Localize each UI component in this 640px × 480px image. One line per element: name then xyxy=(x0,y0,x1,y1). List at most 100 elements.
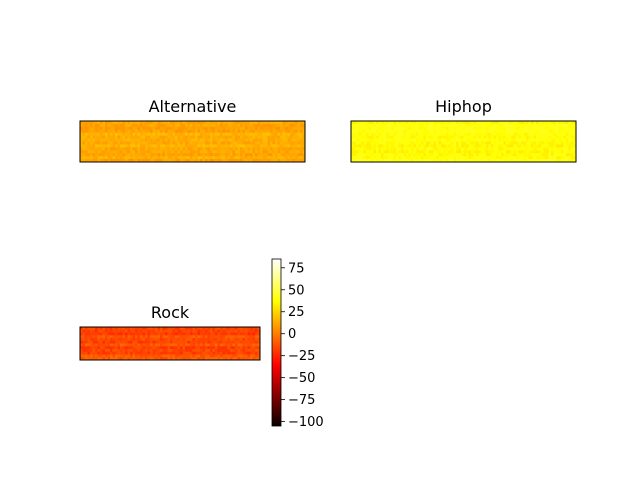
heatmap-cell xyxy=(222,159,226,163)
heatmap-cell xyxy=(137,135,141,139)
heatmap-cell xyxy=(373,150,377,154)
heatmap-cell xyxy=(182,343,186,347)
heatmap-cell xyxy=(295,123,298,128)
heatmap-cell xyxy=(97,351,101,355)
heatmap-cell xyxy=(260,153,263,157)
heatmap-cell xyxy=(245,335,248,339)
heatmap-cell xyxy=(145,129,148,134)
heatmap-cell xyxy=(200,129,203,134)
heatmap-cell xyxy=(80,351,83,355)
heatmap-cell xyxy=(225,346,228,350)
heatmap-cell xyxy=(466,123,469,128)
heatmap-cell xyxy=(87,138,91,142)
heatmap-cell xyxy=(513,138,517,142)
heatmap-cell xyxy=(137,332,141,336)
heatmap-cell xyxy=(556,121,559,125)
heatmap-cell xyxy=(107,121,111,125)
heatmap-cell xyxy=(195,123,198,128)
heatmap-cell xyxy=(217,153,221,157)
heatmap-cell xyxy=(87,129,91,134)
heatmap-cell xyxy=(483,138,487,142)
heatmap-cell xyxy=(513,147,517,151)
heatmap-cell xyxy=(416,159,419,163)
heatmap-cell xyxy=(177,135,181,139)
heatmap-cell xyxy=(255,123,258,128)
heatmap-cell xyxy=(568,121,572,125)
heatmap-cell xyxy=(426,147,429,151)
heatmap-cell xyxy=(115,132,118,137)
heatmap-cell xyxy=(82,159,86,163)
heatmap-cell xyxy=(140,335,143,339)
heatmap-cell xyxy=(245,338,248,342)
heatmap-cell xyxy=(80,126,83,131)
heatmap-cell xyxy=(250,335,253,339)
heatmap-cell xyxy=(471,156,474,160)
heatmap-cell xyxy=(245,159,248,163)
heatmap-cell xyxy=(486,159,489,163)
heatmap-cell xyxy=(573,138,577,142)
heatmap-cell xyxy=(491,150,494,154)
heatmap-cell xyxy=(528,126,532,131)
heatmap-cell xyxy=(393,135,397,139)
heatmap-cell xyxy=(561,138,564,142)
heatmap-cell xyxy=(187,329,191,333)
heatmap-cell xyxy=(481,156,484,160)
heatmap-cell xyxy=(132,327,136,331)
heatmap-cell xyxy=(255,138,258,142)
heatmap-cell xyxy=(468,159,472,163)
heatmap-cell xyxy=(290,129,293,134)
heatmap-cell xyxy=(190,123,193,128)
heatmap-cell xyxy=(358,156,362,160)
heatmap-cell xyxy=(247,135,251,139)
heatmap-cell xyxy=(275,144,278,148)
heatmap-cell xyxy=(398,159,402,163)
heatmap-cell xyxy=(165,150,168,154)
heatmap-cell xyxy=(180,132,183,137)
heatmap-cell xyxy=(187,354,191,358)
heatmap-cell xyxy=(172,346,176,350)
heatmap-cell xyxy=(368,138,372,142)
heatmap-cell xyxy=(197,351,201,355)
heatmap-cell xyxy=(506,159,509,163)
heatmap-cell xyxy=(202,132,206,137)
heatmap-cell xyxy=(122,141,126,145)
heatmap-cell xyxy=(105,327,108,331)
heatmap-cell xyxy=(207,121,211,125)
heatmap-cell xyxy=(478,153,482,157)
heatmap-cell xyxy=(217,126,221,131)
heatmap-cell xyxy=(257,129,261,134)
heatmap-cell xyxy=(170,144,173,148)
heatmap-cell xyxy=(448,144,452,148)
heatmap-cell xyxy=(351,132,354,137)
heatmap-cell xyxy=(185,357,188,361)
heatmap-cell xyxy=(421,159,424,163)
heatmap-cell xyxy=(361,147,364,151)
heatmap-cell xyxy=(162,332,166,336)
heatmap-cell xyxy=(247,351,251,355)
heatmap-cell xyxy=(127,121,131,125)
heatmap-cell xyxy=(210,329,213,333)
heatmap-cell xyxy=(486,156,489,160)
heatmap-cell xyxy=(533,123,537,128)
heatmap-cell xyxy=(215,121,218,125)
heatmap-cell xyxy=(100,147,103,151)
heatmap-cell xyxy=(107,340,111,344)
heatmap-cell xyxy=(182,357,186,361)
heatmap-cell xyxy=(396,156,399,160)
heatmap-cell xyxy=(102,121,106,125)
heatmap-cell xyxy=(356,138,359,142)
heatmap-cell xyxy=(498,141,502,145)
heatmap-cell xyxy=(210,338,213,342)
heatmap-cell xyxy=(302,129,306,134)
heatmap-cell xyxy=(371,147,374,151)
heatmap-cell xyxy=(290,135,293,139)
heatmap-cell xyxy=(92,123,96,128)
heatmap-cell xyxy=(458,153,462,157)
heatmap-cell xyxy=(167,159,171,163)
heatmap-cell xyxy=(561,121,564,125)
heatmap-cell xyxy=(190,138,193,142)
heatmap-cell xyxy=(501,153,504,157)
heatmap-cell xyxy=(120,153,123,157)
heatmap-cell xyxy=(167,351,171,355)
heatmap-cell xyxy=(210,141,213,145)
